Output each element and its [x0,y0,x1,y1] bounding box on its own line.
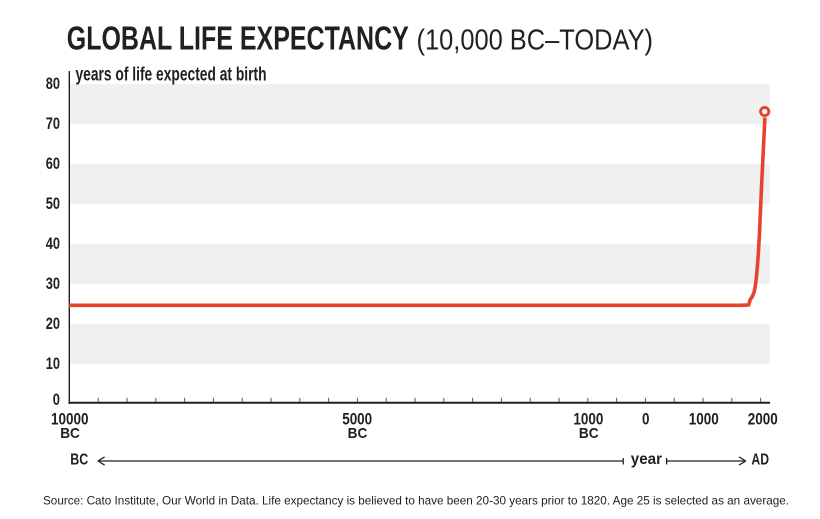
svg-text:(10,000 BC–TODAY): (10,000 BC–TODAY) [417,25,654,57]
svg-text:0: 0 [53,390,60,409]
svg-text:80: 80 [46,74,60,93]
svg-text:0: 0 [642,410,650,429]
svg-text:30: 30 [46,274,60,293]
svg-text:BC: BC [579,425,599,442]
svg-text:AD: AD [751,452,769,469]
svg-text:10000: 10000 [51,410,89,429]
svg-text:10: 10 [46,354,60,373]
svg-text:60: 60 [46,154,60,173]
svg-text:Source: Cato Institute, Our Wo: Source: Cato Institute, Our World in Dat… [43,494,789,508]
svg-text:BC: BC [348,425,368,442]
svg-text:1000: 1000 [573,410,603,429]
svg-text:GLOBAL LIFE EXPECTANCY: GLOBAL LIFE EXPECTANCY [67,21,409,58]
svg-text:50: 50 [46,194,60,213]
svg-text:BC: BC [60,425,80,442]
svg-text:2000: 2000 [748,410,778,429]
svg-text:years of life expected at birt: years of life expected at birth [76,64,267,85]
svg-text:BC: BC [70,452,88,469]
svg-text:70: 70 [46,114,60,133]
svg-text:1000: 1000 [689,410,719,429]
svg-text:year: year [631,451,662,468]
svg-text:20: 20 [46,314,60,333]
svg-text:5000: 5000 [342,410,372,429]
svg-text:40: 40 [46,234,60,253]
